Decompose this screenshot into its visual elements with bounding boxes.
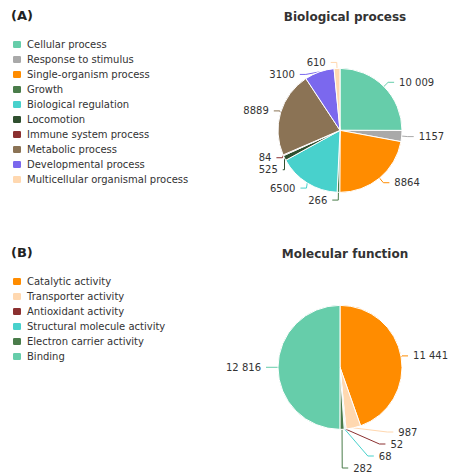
svg-text:Antioxidant activity: Antioxidant activity bbox=[27, 306, 124, 317]
svg-text:12 816: 12 816 bbox=[226, 362, 261, 373]
svg-text:10 009: 10 009 bbox=[399, 77, 434, 88]
svg-text:Binding: Binding bbox=[27, 351, 65, 362]
svg-text:282: 282 bbox=[353, 463, 372, 474]
svg-text:1157: 1157 bbox=[419, 131, 444, 142]
svg-text:Metabolic process: Metabolic process bbox=[27, 144, 117, 155]
svg-text:987: 987 bbox=[398, 427, 417, 438]
svg-text:11 441: 11 441 bbox=[413, 350, 448, 361]
svg-text:Single-organism process: Single-organism process bbox=[27, 69, 150, 80]
svg-text:Biological regulation: Biological regulation bbox=[27, 99, 129, 110]
svg-text:Cellular process: Cellular process bbox=[27, 39, 107, 50]
svg-text:525: 525 bbox=[259, 164, 278, 175]
svg-text:Molecular function: Molecular function bbox=[282, 247, 408, 261]
svg-text:(B): (B) bbox=[11, 245, 33, 260]
svg-text:Catalytic activity: Catalytic activity bbox=[27, 276, 111, 287]
svg-text:Structural molecule activity: Structural molecule activity bbox=[27, 321, 165, 332]
svg-text:Growth: Growth bbox=[27, 84, 63, 95]
svg-text:Biological process: Biological process bbox=[284, 10, 406, 24]
svg-text:(A): (A) bbox=[11, 8, 33, 23]
svg-text:52: 52 bbox=[390, 439, 403, 450]
svg-text:Electron carrier activity: Electron carrier activity bbox=[27, 336, 144, 347]
svg-text:68: 68 bbox=[379, 451, 392, 462]
svg-text:266: 266 bbox=[308, 195, 327, 206]
svg-text:84: 84 bbox=[259, 152, 272, 163]
svg-text:610: 610 bbox=[307, 57, 326, 68]
svg-text:8864: 8864 bbox=[394, 177, 419, 188]
svg-text:3100: 3100 bbox=[269, 69, 294, 80]
svg-text:Developmental process: Developmental process bbox=[27, 159, 145, 170]
svg-text:8889: 8889 bbox=[243, 105, 268, 116]
svg-text:6500: 6500 bbox=[270, 183, 295, 194]
svg-text:Multicellular organismal proce: Multicellular organismal process bbox=[27, 174, 188, 185]
svg-text:Locomotion: Locomotion bbox=[27, 114, 85, 125]
svg-text:Transporter activity: Transporter activity bbox=[26, 291, 124, 302]
svg-text:Response to stimulus: Response to stimulus bbox=[27, 54, 134, 65]
svg-text:Immune system process: Immune system process bbox=[27, 129, 149, 140]
